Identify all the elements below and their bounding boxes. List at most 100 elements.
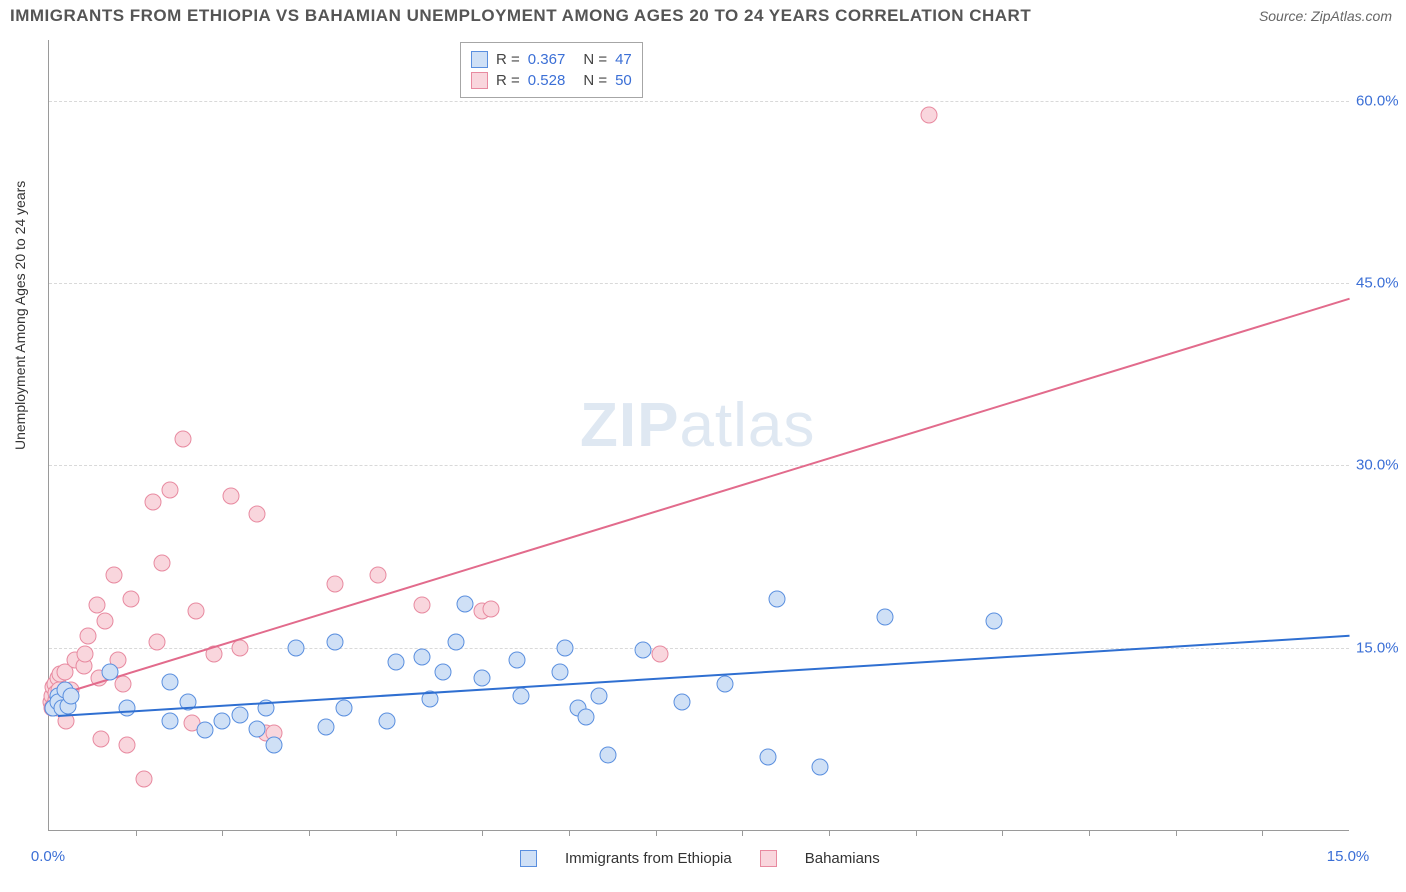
data-point-s2	[652, 645, 669, 662]
y-tick-label: 45.0%	[1356, 275, 1399, 292]
data-point-s2	[80, 627, 97, 644]
x-tick-mark	[569, 830, 570, 836]
legend-R-s2: 0.528	[528, 72, 566, 89]
legend-N-s1: 47	[615, 51, 632, 68]
data-point-s1	[591, 688, 608, 705]
data-point-s1	[162, 712, 179, 729]
data-point-s2	[88, 597, 105, 614]
data-point-s1	[101, 664, 118, 681]
x-tick-mark	[656, 830, 657, 836]
regression-line-s2	[57, 298, 1349, 696]
data-point-s1	[288, 639, 305, 656]
data-point-s1	[266, 736, 283, 753]
data-point-s1	[513, 688, 530, 705]
legend-row-s1: R = 0.367 N = 47	[471, 49, 632, 70]
data-point-s2	[153, 554, 170, 571]
data-point-s1	[231, 706, 248, 723]
x-tick-mark	[1089, 830, 1090, 836]
x-tick-mark	[1262, 830, 1263, 836]
x-tick-mark	[309, 830, 310, 836]
x-tick-mark	[482, 830, 483, 836]
swatch-bottom-s1	[520, 850, 537, 867]
x-tick-mark	[1176, 830, 1177, 836]
data-point-s1	[578, 708, 595, 725]
data-point-s1	[435, 664, 452, 681]
x-tick-mark	[396, 830, 397, 836]
data-point-s1	[812, 758, 829, 775]
legend-N-s2: 50	[615, 72, 632, 89]
y-axis-title: Unemployment Among Ages 20 to 24 years	[12, 181, 28, 450]
data-point-s2	[223, 487, 240, 504]
data-point-s1	[457, 595, 474, 612]
data-point-s2	[149, 633, 166, 650]
data-point-s2	[145, 493, 162, 510]
data-point-s2	[77, 645, 94, 662]
data-point-s1	[600, 746, 617, 763]
x-tick-label: 15.0%	[1327, 848, 1370, 865]
data-point-s1	[119, 700, 136, 717]
data-point-s2	[123, 591, 140, 608]
correlation-legend: R = 0.367 N = 47 R = 0.528 N = 50	[460, 42, 643, 98]
data-point-s1	[474, 670, 491, 687]
chart-title: IMMIGRANTS FROM ETHIOPIA VS BAHAMIAN UNE…	[10, 6, 1031, 26]
y-tick-label: 30.0%	[1356, 457, 1399, 474]
x-tick-mark	[742, 830, 743, 836]
data-point-s2	[483, 600, 500, 617]
legend-N-label: N =	[583, 51, 607, 68]
x-tick-mark	[829, 830, 830, 836]
x-tick-label: 0.0%	[31, 848, 65, 865]
regression-line-s1	[58, 634, 1349, 716]
data-point-s1	[413, 649, 430, 666]
series-label-s1: Immigrants from Ethiopia	[565, 850, 732, 867]
data-point-s1	[197, 722, 214, 739]
series-label-s2: Bahamians	[805, 850, 880, 867]
data-point-s2	[188, 603, 205, 620]
data-point-s2	[370, 566, 387, 583]
data-point-s1	[769, 591, 786, 608]
gridline	[49, 101, 1349, 102]
legend-N-label2: N =	[583, 72, 607, 89]
data-point-s2	[920, 107, 937, 124]
data-point-s2	[114, 676, 131, 693]
data-point-s1	[634, 642, 651, 659]
data-point-s1	[877, 609, 894, 626]
x-tick-mark	[916, 830, 917, 836]
gridline	[49, 283, 1349, 284]
legend-R-s1: 0.367	[528, 51, 566, 68]
data-point-s2	[249, 506, 266, 523]
data-point-s1	[387, 654, 404, 671]
data-point-s2	[97, 612, 114, 629]
data-point-s1	[448, 633, 465, 650]
swatch-s2	[471, 72, 488, 89]
data-point-s2	[93, 730, 110, 747]
legend-row-s2: R = 0.528 N = 50	[471, 70, 632, 91]
data-point-s1	[760, 749, 777, 766]
y-tick-label: 60.0%	[1356, 92, 1399, 109]
data-point-s1	[552, 664, 569, 681]
series-legend: Immigrants from Ethiopia Bahamians	[520, 850, 880, 867]
data-point-s1	[509, 651, 526, 668]
gridline	[49, 465, 1349, 466]
legend-R-label: R =	[496, 51, 520, 68]
plot-area	[48, 40, 1349, 831]
x-tick-mark	[136, 830, 137, 836]
data-point-s1	[717, 676, 734, 693]
y-tick-label: 15.0%	[1356, 639, 1399, 656]
data-point-s2	[162, 481, 179, 498]
data-point-s2	[327, 576, 344, 593]
data-point-s1	[62, 688, 79, 705]
source-label: Source: ZipAtlas.com	[1259, 8, 1392, 24]
data-point-s1	[249, 721, 266, 738]
data-point-s1	[985, 612, 1002, 629]
data-point-s1	[214, 712, 231, 729]
x-tick-mark	[222, 830, 223, 836]
data-point-s1	[327, 633, 344, 650]
data-point-s1	[162, 673, 179, 690]
data-point-s2	[119, 736, 136, 753]
data-point-s2	[136, 770, 153, 787]
data-point-s1	[379, 712, 396, 729]
legend-R-label2: R =	[496, 72, 520, 89]
data-point-s1	[673, 694, 690, 711]
swatch-s1	[471, 51, 488, 68]
data-point-s2	[106, 566, 123, 583]
